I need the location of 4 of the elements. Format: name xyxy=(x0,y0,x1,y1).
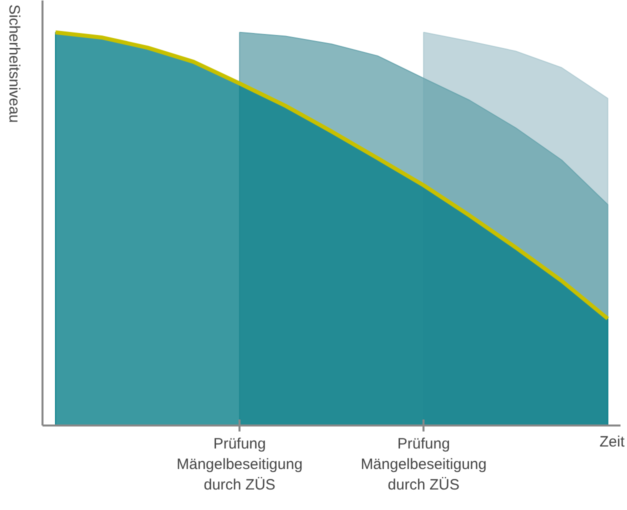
x-tick-label: Prüfung Mängelbeseitigung durch ZÜS xyxy=(360,436,487,494)
y-axis-title: Sicherheitsniveau xyxy=(6,4,23,123)
x-tick-label: Prüfung Mängelbeseitigung durch ZÜS xyxy=(176,436,303,494)
x-axis-title: Zeit xyxy=(599,434,626,451)
